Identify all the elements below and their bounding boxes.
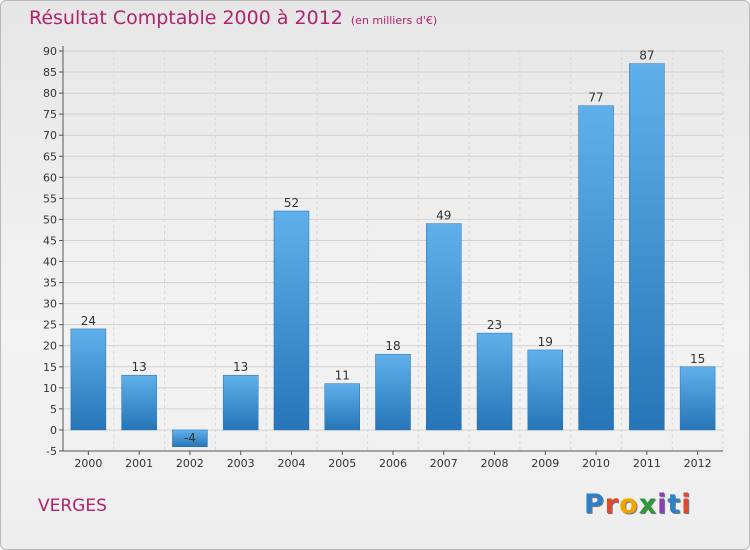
- bar: [324, 383, 360, 431]
- chart-title-text: Résultat Comptable 2000 à 2012: [29, 7, 343, 29]
- y-tick-label: 10: [43, 382, 57, 395]
- x-tick-label: 2005: [328, 457, 356, 470]
- data-label: 52: [284, 196, 299, 210]
- y-tick-label: 45: [43, 234, 57, 247]
- data-label: 13: [233, 360, 248, 374]
- bar: [121, 374, 157, 431]
- data-label: 87: [639, 49, 654, 63]
- y-tick-label: 30: [43, 298, 57, 311]
- y-tick-label: 0: [50, 424, 57, 437]
- data-labels: 24 13 -4 13 52 11 18 49 23 19 77 87 15: [81, 49, 706, 445]
- data-label: 77: [588, 91, 603, 105]
- logo-letter: i: [681, 489, 692, 520]
- data-label: 11: [335, 369, 350, 383]
- bar: [527, 349, 564, 431]
- x-tick-label: 2004: [277, 457, 305, 470]
- logo-letter: x: [638, 489, 658, 520]
- bar: [70, 328, 107, 431]
- y-tick-label: 80: [43, 87, 57, 100]
- data-label: 13: [132, 360, 147, 374]
- bar: [375, 353, 411, 431]
- y-tick-label: 15: [43, 361, 57, 374]
- logo-letter: r: [604, 489, 620, 520]
- chart-subtitle: (en milliers d'€): [350, 14, 438, 27]
- data-label: 23: [487, 318, 502, 332]
- x-tick-label: 2008: [481, 457, 509, 470]
- y-tick-label: 65: [43, 150, 57, 163]
- y-tick-label: 40: [43, 256, 57, 269]
- data-label: -4: [184, 431, 196, 445]
- x-tick-label: 2000: [74, 457, 102, 470]
- data-label: 19: [538, 335, 553, 349]
- x-tick-label: 2012: [684, 457, 712, 470]
- y-tick-label: 20: [43, 340, 57, 353]
- bar: [426, 223, 462, 431]
- x-tick-label: 2003: [227, 457, 255, 470]
- data-label: 24: [81, 314, 96, 328]
- x-tick-label: 2009: [531, 457, 559, 470]
- y-tick-label: 35: [43, 277, 57, 290]
- bar: [222, 374, 259, 431]
- x-tick-label: 2007: [430, 457, 458, 470]
- x-tick-label: 2001: [125, 457, 153, 470]
- y-tick-label: 85: [43, 66, 57, 79]
- logo-letter: t: [667, 489, 682, 520]
- y-tick-label: -5: [46, 445, 57, 458]
- bar: [273, 210, 310, 431]
- axes: -5 0 5 10 15 20 25 30 35 40 45 50 55 60 65 70 75 80 85 90 20…: [43, 45, 723, 470]
- bar: [172, 429, 208, 448]
- logo-letter: i: [657, 489, 668, 520]
- x-tick-label: 2002: [176, 457, 204, 470]
- x-tick-label: 2006: [379, 457, 407, 470]
- y-tick-label: 55: [43, 192, 57, 205]
- bars: [70, 63, 716, 448]
- x-tick-label: 2011: [633, 457, 661, 470]
- bar: [476, 332, 513, 431]
- data-label: 15: [690, 352, 705, 366]
- proxiti-logo: Proxiti: [584, 489, 694, 523]
- y-tick-label: 70: [43, 129, 57, 142]
- data-label: 18: [385, 339, 400, 353]
- data-label: 49: [436, 209, 451, 223]
- logo-letter: o: [619, 489, 639, 520]
- y-tick-label: 5: [50, 403, 57, 416]
- bar: [629, 63, 665, 431]
- y-tick-label: 50: [43, 213, 57, 226]
- x-tick-label: 2010: [582, 457, 610, 470]
- y-tick-label: 25: [43, 319, 57, 332]
- commune-name: VERGES: [38, 496, 107, 516]
- y-tick-label: 75: [43, 108, 57, 121]
- y-tick-label: 90: [43, 45, 57, 58]
- bar: [578, 105, 614, 431]
- y-tick-label: 60: [43, 171, 57, 184]
- chart-title: Résultat Comptable 2000 à 2012 (en millie…: [29, 7, 437, 29]
- logo-letter: P: [584, 489, 605, 520]
- bar: [679, 366, 716, 431]
